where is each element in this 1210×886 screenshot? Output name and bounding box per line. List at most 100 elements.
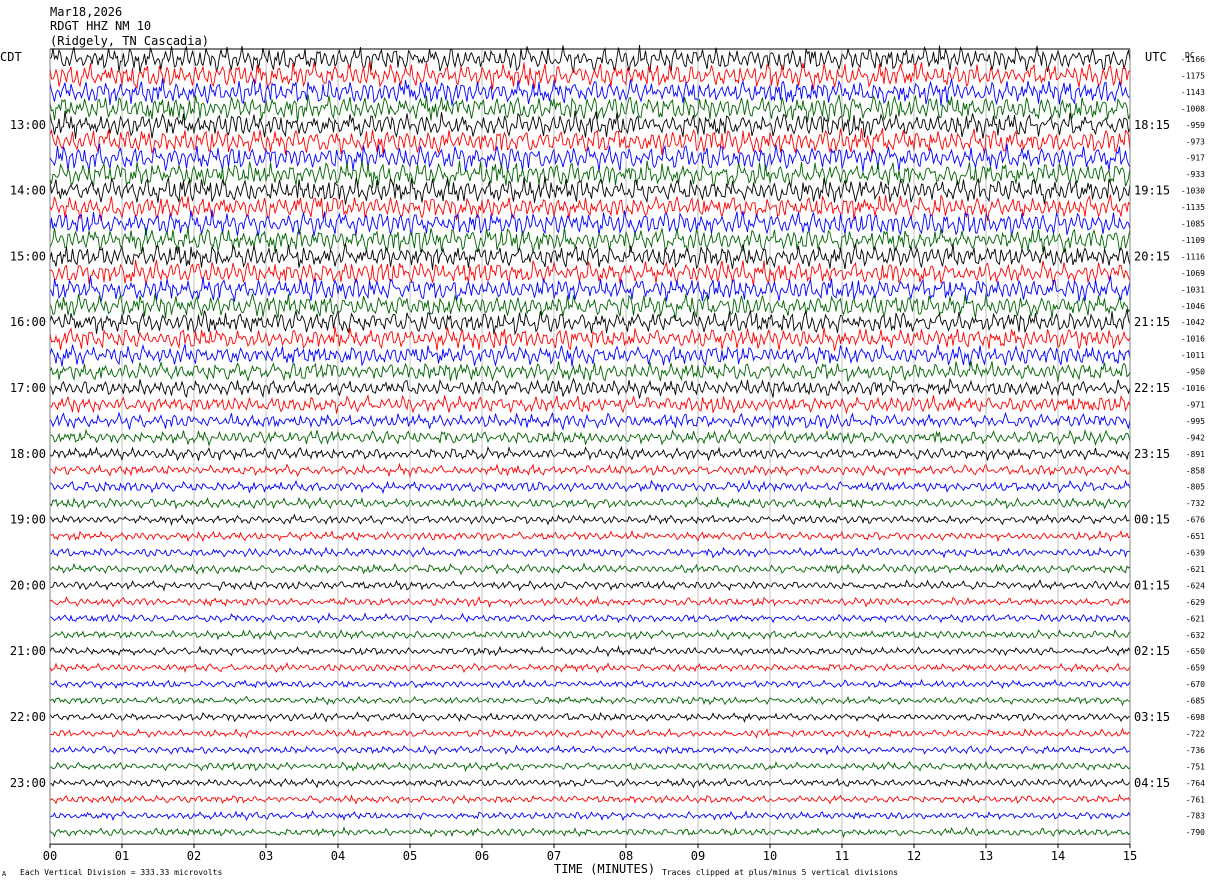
trace-row: [49, 744, 1131, 756]
trace-row: [50, 428, 1131, 447]
dc-offset-label: -891: [1186, 450, 1205, 459]
dc-offset-label: -959: [1186, 121, 1205, 130]
trace-row: [49, 293, 1131, 320]
left-hour-label: 13:00: [10, 118, 46, 132]
x-tick-label: 00: [43, 849, 57, 863]
dc-offset-label: -1016: [1181, 384, 1205, 393]
dc-label: DC: [1185, 51, 1195, 60]
trace-row: [49, 513, 1131, 527]
right-hour-label: 00:15: [1134, 513, 1170, 527]
dc-offset-label: -805: [1186, 483, 1205, 492]
left-hour-label: 18:00: [10, 447, 46, 461]
trace-row: [49, 445, 1131, 462]
x-tick-label: 09: [691, 849, 705, 863]
dc-offset-label: -1030: [1181, 187, 1205, 196]
trace-row: [49, 78, 1131, 106]
dc-offset-label: -639: [1186, 549, 1205, 558]
x-tick-label: 01: [115, 849, 129, 863]
right-hour-label: 20:15: [1134, 249, 1170, 263]
corner-mark: A: [2, 870, 7, 878]
trace-row: [49, 160, 1131, 189]
dc-offset-label: -1016: [1181, 335, 1205, 344]
trace-row: [49, 826, 1131, 839]
trace-row: [49, 760, 1131, 772]
x-axis-ticks: 00 01 02 03 04 05 06 07 08 09 10 11 12 13 14 15: [43, 844, 1137, 863]
left-hour-label: 19:00: [10, 513, 46, 527]
right-hour-label: 21:15: [1134, 315, 1170, 329]
dc-offset-label: -621: [1186, 565, 1205, 574]
trace-row: [49, 61, 1131, 90]
dc-offset-label: -783: [1186, 812, 1205, 821]
trace-row: [49, 243, 1131, 271]
dc-offset-label: -942: [1186, 433, 1205, 442]
dc-offset-label: -629: [1186, 598, 1205, 607]
trace-row: [49, 411, 1131, 431]
dc-offset-label: -1011: [1181, 351, 1205, 360]
dc-offset-label: -698: [1186, 713, 1205, 722]
minute-grid: [49, 48, 1131, 845]
right-hour-label: 23:15: [1134, 447, 1170, 461]
trace-group: [49, 44, 1131, 839]
trace-row: [49, 695, 1131, 707]
x-tick-label: 12: [907, 849, 921, 863]
dc-offset-label: -1109: [1181, 236, 1205, 245]
left-hour-label: 20:00: [10, 578, 46, 592]
dc-offset-label: -1008: [1181, 104, 1205, 113]
trace-row: [49, 462, 1131, 479]
dc-offset-label: -751: [1186, 762, 1205, 771]
clip-note: Traces clipped at plus/minus 5 vertical …: [662, 868, 898, 877]
x-tick-label: 15: [1123, 849, 1137, 863]
trace-row: [49, 793, 1131, 805]
right-hour-label: 04:15: [1134, 776, 1170, 790]
trace-row: [49, 326, 1131, 351]
dc-offset-label: -632: [1186, 631, 1205, 640]
dc-offset-label: -722: [1186, 729, 1205, 738]
x-tick-label: 05: [403, 849, 417, 863]
dc-offset-label: -1135: [1181, 203, 1205, 212]
header-station: RDGT HHZ NM 10: [50, 19, 151, 33]
dc-offset-label: -1166: [1181, 55, 1205, 64]
trace-row: [49, 645, 1131, 658]
dc-offset-label: -732: [1186, 499, 1205, 508]
dc-offset-label: -650: [1186, 647, 1205, 656]
trace-row: [49, 777, 1131, 789]
trace-row: [49, 94, 1131, 123]
x-tick-label: 11: [835, 849, 849, 863]
trace-row: [49, 496, 1131, 510]
dc-offset-label: -950: [1186, 368, 1205, 377]
trace-row: [49, 275, 1131, 303]
dc-offset-label: -761: [1186, 795, 1205, 804]
dc-offset-label: -933: [1186, 170, 1205, 179]
x-tick-label: 07: [547, 849, 561, 863]
trace-row: [49, 595, 1131, 609]
trace-row: [49, 394, 1131, 415]
dc-offset-label: -736: [1186, 746, 1205, 755]
trace-row: [49, 727, 1131, 739]
x-tick-label: 02: [187, 849, 201, 863]
x-tick-label: 14: [1051, 849, 1065, 863]
left-hour-label: 16:00: [10, 315, 46, 329]
trace-row: [49, 143, 1131, 172]
dc-offset-label: -971: [1186, 400, 1205, 409]
x-tick-label: 04: [331, 849, 345, 863]
dc-offset-label: -621: [1186, 614, 1205, 623]
trace-row: [49, 562, 1131, 576]
dc-offset-label: -995: [1186, 417, 1205, 426]
trace-row: [49, 711, 1131, 724]
dc-offset-label: -659: [1186, 664, 1205, 673]
left-axis-label: CDT: [0, 50, 22, 64]
x-tick-label: 06: [475, 849, 489, 863]
trace-row: [49, 309, 1131, 336]
trace-row: [49, 546, 1131, 559]
left-hour-label: 15:00: [10, 249, 46, 263]
dc-offset-label: -1069: [1181, 269, 1205, 278]
x-axis-title: TIME (MINUTES): [554, 862, 655, 876]
dc-offset-label: -1116: [1181, 252, 1205, 261]
dc-offset-label: -1046: [1181, 302, 1205, 311]
dc-offset-label: -651: [1186, 532, 1205, 541]
trace-row: [49, 479, 1131, 495]
left-hour-label: 17:00: [10, 381, 46, 395]
right-hour-labels: 18:15 19:15 20:15 21:15 22:15 23:15 00:15 01:15…: [1134, 118, 1170, 790]
trace-row: [49, 612, 1131, 624]
